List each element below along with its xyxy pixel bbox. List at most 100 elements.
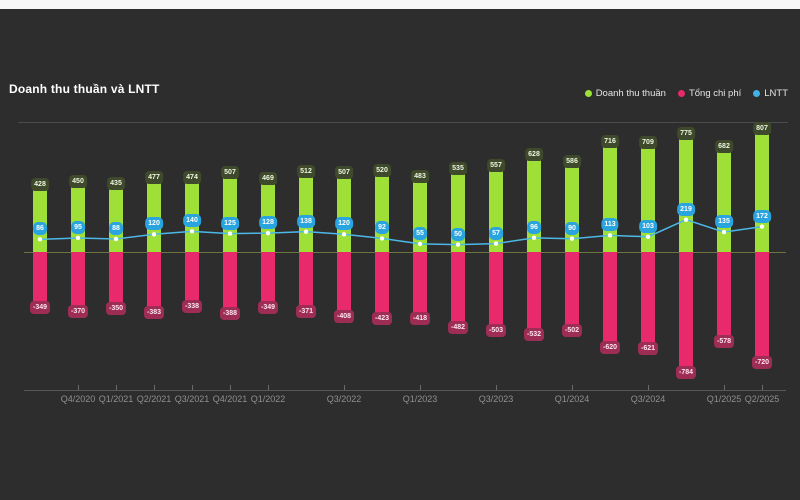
- cost-value-badge: -532: [523, 328, 545, 342]
- cost-value-badge: -621: [637, 341, 659, 355]
- lntt-point[interactable]: [341, 232, 347, 237]
- lntt-value-badge: 57: [489, 226, 503, 240]
- cost-bar[interactable]: [375, 252, 389, 315]
- revenue-bar[interactable]: [679, 137, 693, 252]
- cost-value-badge: -502: [561, 324, 583, 338]
- lntt-point[interactable]: [227, 231, 233, 236]
- cost-bar[interactable]: [717, 252, 731, 338]
- x-axis-tick: [724, 385, 725, 390]
- revenue-value-badge: 628: [525, 148, 543, 162]
- lntt-value-badge: 92: [375, 221, 389, 235]
- lntt-value-badge: 113: [601, 218, 619, 232]
- lntt-value-badge: 103: [639, 219, 657, 233]
- lntt-point[interactable]: [303, 229, 309, 234]
- revenue-value-badge: 483: [411, 169, 429, 183]
- revenue-value-badge: 507: [221, 166, 239, 180]
- legend-dot-revenue: [584, 90, 592, 97]
- lntt-point[interactable]: [721, 229, 727, 235]
- lntt-point[interactable]: [113, 236, 119, 242]
- cost-value-badge: -503: [485, 324, 507, 338]
- cost-bar[interactable]: [147, 252, 161, 309]
- cost-bar[interactable]: [755, 252, 769, 359]
- cost-bar[interactable]: [641, 252, 655, 344]
- x-axis-tick: [154, 385, 155, 390]
- revenue-value-badge: 709: [639, 136, 657, 150]
- lntt-point[interactable]: [455, 242, 461, 247]
- cost-bar[interactable]: [261, 252, 275, 304]
- lntt-point[interactable]: [493, 241, 499, 246]
- cost-bar[interactable]: [109, 252, 123, 304]
- legend-item-lntt[interactable]: LNTT: [753, 88, 788, 99]
- lntt-value-badge: 88: [109, 222, 123, 236]
- legend-item-revenue[interactable]: Doanh thu thuần: [584, 88, 666, 99]
- lntt-point[interactable]: [607, 233, 613, 238]
- lntt-point[interactable]: [569, 236, 575, 241]
- revenue-bar[interactable]: [33, 188, 47, 252]
- lntt-value-badge: 125: [221, 216, 239, 230]
- cost-value-badge: -350: [105, 301, 127, 315]
- revenue-bar[interactable]: [109, 187, 123, 252]
- cost-value-badge: -349: [257, 301, 279, 315]
- x-axis-tick: [192, 385, 193, 390]
- x-axis-label: Q1/2022: [250, 394, 286, 404]
- cost-bar[interactable]: [565, 252, 579, 327]
- cost-bar[interactable]: [185, 252, 199, 302]
- cost-value-badge: -720: [751, 356, 773, 370]
- cost-bar[interactable]: [337, 252, 351, 313]
- lntt-value-badge: 219: [677, 202, 695, 216]
- cost-bar[interactable]: [527, 252, 541, 331]
- cost-bar[interactable]: [603, 252, 617, 344]
- revenue-value-badge: 557: [487, 158, 505, 172]
- x-axis-tick: [116, 385, 117, 390]
- zero-line: [24, 252, 786, 253]
- lntt-value-badge: 90: [565, 221, 579, 235]
- revenue-value-badge: 435: [107, 176, 125, 190]
- cost-value-badge: -418: [409, 311, 431, 325]
- cost-value-badge: -338: [181, 299, 203, 313]
- cost-bar[interactable]: [679, 252, 693, 368]
- x-axis-label: Q2/2021: [136, 394, 172, 404]
- cost-bar[interactable]: [223, 252, 237, 310]
- lntt-point[interactable]: [189, 229, 195, 234]
- lntt-point[interactable]: [417, 241, 423, 247]
- revenue-value-badge: 450: [69, 174, 87, 188]
- cost-bar[interactable]: [489, 252, 503, 327]
- x-axis-tick: [268, 385, 269, 390]
- lntt-point[interactable]: [37, 237, 43, 242]
- revenue-bar[interactable]: [71, 185, 85, 252]
- cost-bar[interactable]: [33, 252, 47, 304]
- lntt-value-badge: 96: [527, 220, 541, 234]
- legend-dot-lntt: [753, 90, 761, 97]
- revenue-value-badge: 586: [563, 154, 581, 168]
- cost-value-badge: -408: [333, 310, 355, 324]
- revenue-bar[interactable]: [337, 177, 351, 252]
- lntt-value-badge: 120: [145, 217, 163, 231]
- lntt-point[interactable]: [265, 230, 271, 236]
- lntt-point[interactable]: [645, 234, 651, 240]
- cost-bar[interactable]: [451, 252, 465, 324]
- lntt-value-badge: 86: [33, 222, 47, 236]
- revenue-value-badge: 775: [677, 126, 695, 140]
- cost-bar[interactable]: [71, 252, 85, 307]
- lntt-value-badge: 50: [451, 227, 465, 241]
- revenue-value-badge: 477: [145, 170, 163, 184]
- legend-item-cost[interactable]: Tổng chi phí: [677, 88, 741, 99]
- revenue-value-badge: 512: [297, 165, 315, 179]
- x-axis-label: Q1/2025: [706, 394, 742, 404]
- lntt-point[interactable]: [683, 217, 689, 222]
- lntt-point[interactable]: [759, 224, 765, 229]
- revenue-bar[interactable]: [299, 176, 313, 252]
- cost-value-badge: -371: [295, 304, 317, 318]
- revenue-value-badge: 428: [31, 177, 49, 191]
- x-axis-tick: [496, 385, 497, 390]
- lntt-polyline: [39, 218, 763, 246]
- lntt-point[interactable]: [531, 235, 537, 241]
- lntt-value-badge: 128: [259, 216, 277, 230]
- lntt-point[interactable]: [151, 232, 157, 237]
- lntt-point[interactable]: [379, 236, 385, 241]
- lntt-point[interactable]: [75, 235, 81, 241]
- cost-bar[interactable]: [299, 252, 313, 307]
- cost-bar[interactable]: [413, 252, 427, 314]
